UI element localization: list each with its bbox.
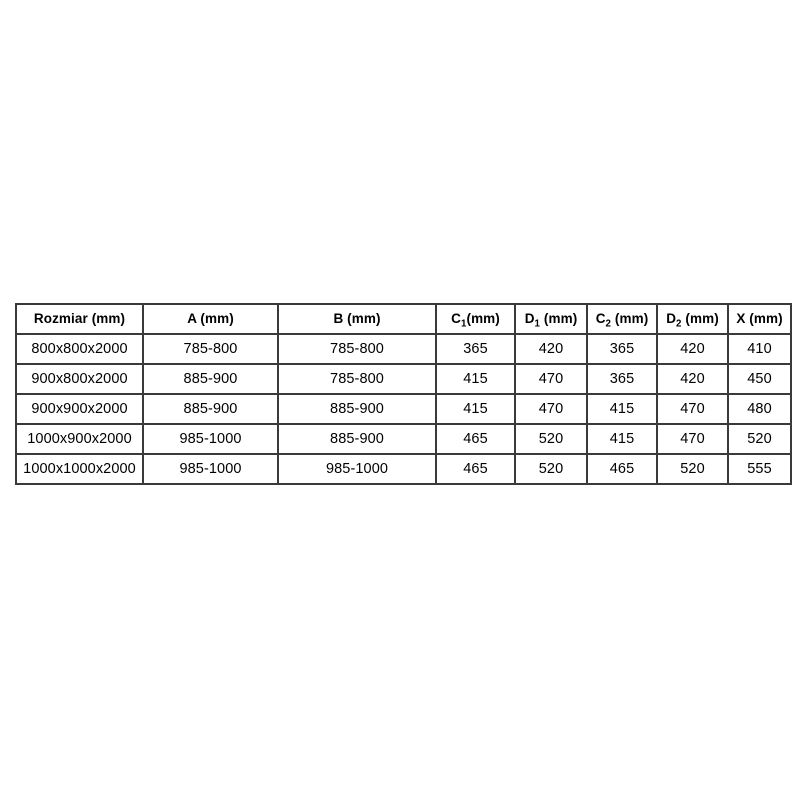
cell-c2: 465 — [586, 453, 658, 485]
cell-b: 785-800 — [277, 363, 437, 395]
cell-size: 800x800x2000 — [15, 333, 144, 365]
cell-b: 885-900 — [277, 393, 437, 425]
dimensions-specification-table: Rozmiar (mm) A (mm) B (mm) C1(mm) D1 (mm… — [15, 303, 792, 485]
cell-d2: 420 — [656, 363, 729, 395]
table-body: 800x800x2000 785-800 785-800 365 420 365… — [15, 333, 792, 485]
cell-x: 480 — [727, 393, 792, 425]
cell-d1: 420 — [514, 333, 588, 365]
cell-d2: 470 — [656, 423, 729, 455]
header-c2-subscript: 2 — [605, 318, 612, 330]
cell-a: 985-1000 — [142, 453, 279, 485]
header-d2-base: D — [666, 311, 677, 326]
cell-b: 785-800 — [277, 333, 437, 365]
cell-c1: 415 — [435, 363, 516, 395]
column-header-c1: C1(mm) — [435, 303, 516, 335]
cell-d2: 420 — [656, 333, 729, 365]
cell-size: 900x800x2000 — [15, 363, 144, 395]
cell-c1: 465 — [435, 453, 516, 485]
cell-size: 1000x900x2000 — [15, 423, 144, 455]
cell-c1: 365 — [435, 333, 516, 365]
header-c1-subscript: 1 — [460, 318, 467, 330]
column-header-d2: D2 (mm) — [656, 303, 729, 335]
cell-c2: 415 — [586, 393, 658, 425]
cell-a: 785-800 — [142, 333, 279, 365]
table-row: 1000x1000x2000 985-1000 985-1000 465 520… — [15, 453, 792, 485]
column-header-x: X (mm) — [727, 303, 792, 335]
cell-a: 885-900 — [142, 363, 279, 395]
header-d2-subscript: 2 — [676, 318, 682, 330]
column-header-size: Rozmiar (mm) — [15, 303, 144, 335]
table-row: 1000x900x2000 985-1000 885-900 465 520 4… — [15, 423, 792, 455]
header-c1-unit: (mm) — [466, 311, 500, 326]
cell-x: 410 — [727, 333, 792, 365]
cell-x: 450 — [727, 363, 792, 395]
cell-d1: 470 — [514, 363, 588, 395]
table-row: 900x800x2000 885-900 785-800 415 470 365… — [15, 363, 792, 395]
cell-c2: 365 — [586, 333, 658, 365]
cell-c1: 415 — [435, 393, 516, 425]
table-header: Rozmiar (mm) A (mm) B (mm) C1(mm) D1 (mm… — [15, 303, 792, 335]
table-header-row: Rozmiar (mm) A (mm) B (mm) C1(mm) D1 (mm… — [15, 303, 792, 335]
column-header-d1: D1 (mm) — [514, 303, 588, 335]
cell-x: 555 — [727, 453, 792, 485]
cell-b: 985-1000 — [277, 453, 437, 485]
cell-a: 885-900 — [142, 393, 279, 425]
header-c1-base: C — [451, 311, 461, 326]
cell-d2: 520 — [656, 453, 729, 485]
cell-d1: 520 — [514, 423, 588, 455]
column-header-b: B (mm) — [277, 303, 437, 335]
header-c2-base: C — [595, 311, 606, 326]
column-header-c2: C2 (mm) — [586, 303, 658, 335]
table-row: 800x800x2000 785-800 785-800 365 420 365… — [15, 333, 792, 365]
cell-a: 985-1000 — [142, 423, 279, 455]
cell-c2: 365 — [586, 363, 658, 395]
cell-size: 900x900x2000 — [15, 393, 144, 425]
cell-d2: 470 — [656, 393, 729, 425]
header-d1-unit: (mm) — [540, 311, 578, 326]
cell-c1: 465 — [435, 423, 516, 455]
header-d1-base: D — [524, 311, 535, 326]
cell-x: 520 — [727, 423, 792, 455]
cell-d1: 520 — [514, 453, 588, 485]
cell-d1: 470 — [514, 393, 588, 425]
header-c2-unit: (mm) — [611, 311, 649, 326]
cell-c2: 415 — [586, 423, 658, 455]
column-header-a: A (mm) — [142, 303, 279, 335]
specification-table-container: Rozmiar (mm) A (mm) B (mm) C1(mm) D1 (mm… — [15, 303, 792, 485]
header-d2-unit: (mm) — [681, 311, 719, 326]
cell-size: 1000x1000x2000 — [15, 453, 144, 485]
cell-b: 885-900 — [277, 423, 437, 455]
header-d1-subscript: 1 — [534, 318, 541, 330]
table-row: 900x900x2000 885-900 885-900 415 470 415… — [15, 393, 792, 425]
